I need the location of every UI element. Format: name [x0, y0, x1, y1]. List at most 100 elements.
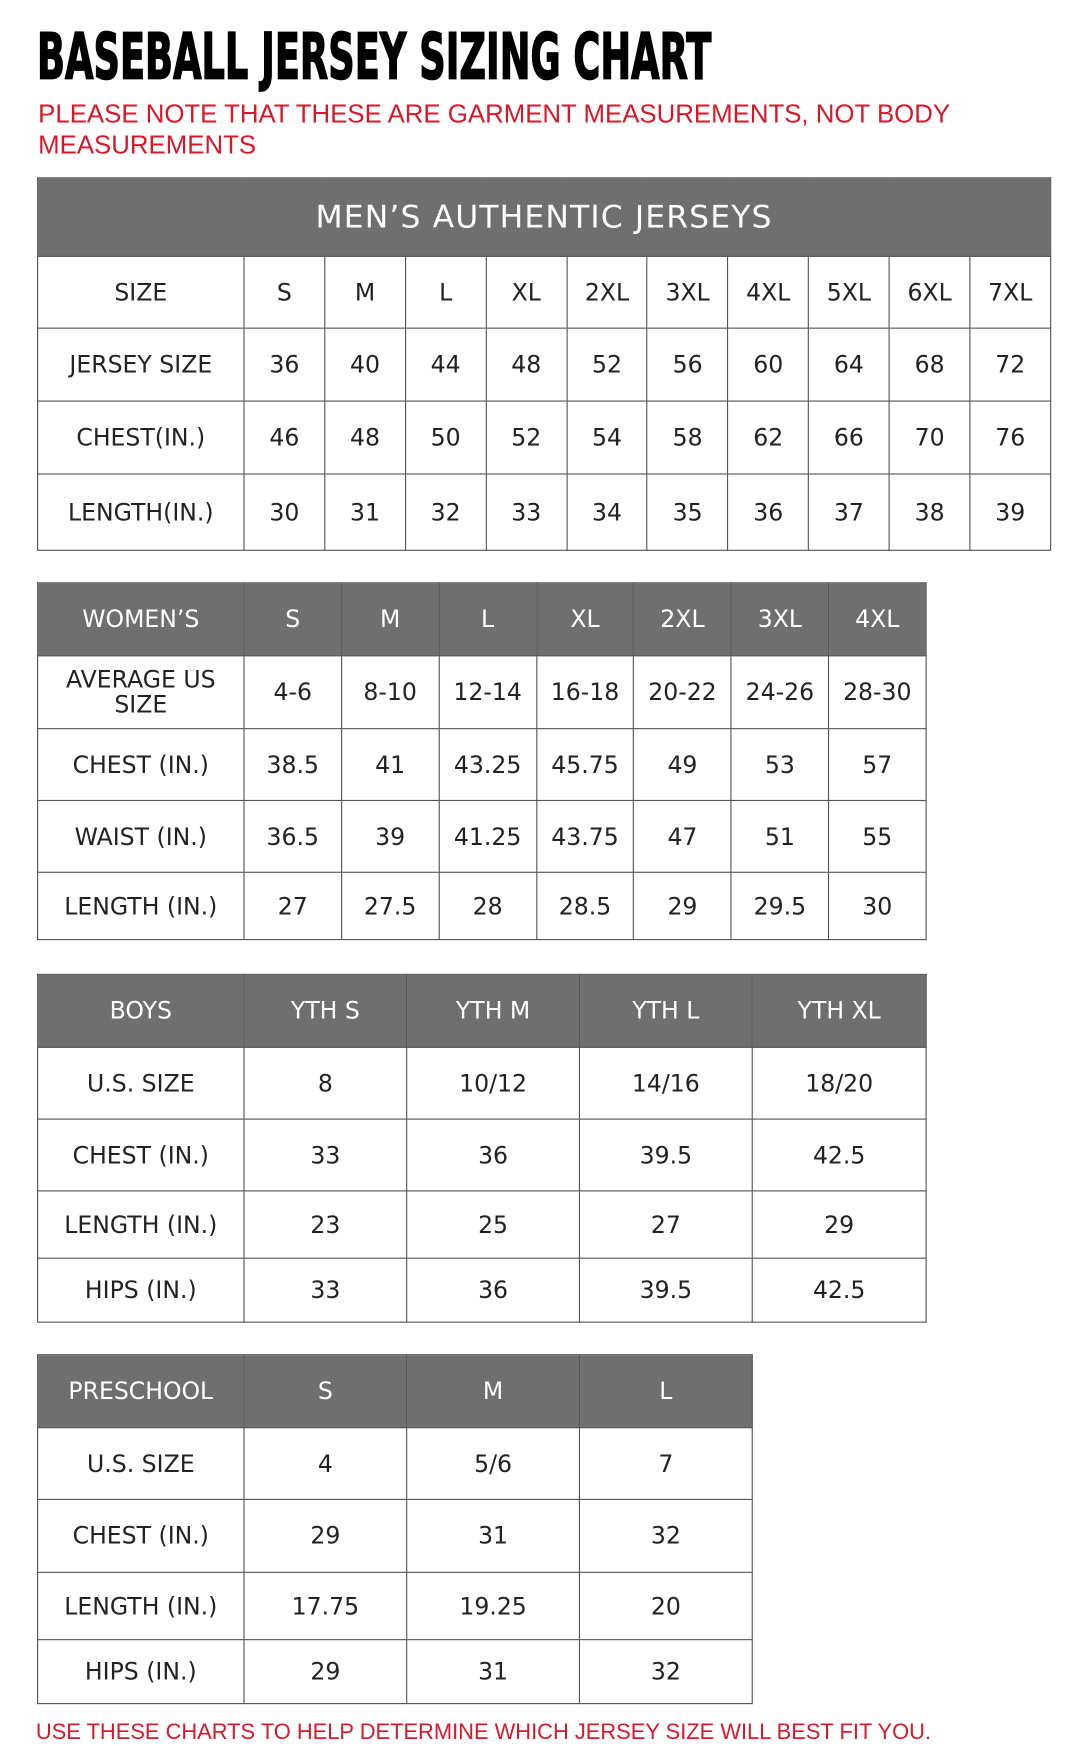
- table-row: HIPS (IN.) 33 36 39.5 42.5: [37, 1257, 927, 1323]
- column-header: 3XL: [730, 582, 830, 657]
- table-row: HIPS (IN.) 29 31 32: [37, 1639, 753, 1705]
- table-cell: 45.75: [535, 728, 635, 802]
- table-row: CHEST(IN.) 46 48 50 52 54 58 62 66 70 76: [37, 400, 1052, 475]
- table-cell: 62: [727, 400, 810, 475]
- table-row: LENGTH(IN.) 30 31 32 33 34 35 36 37 38 39: [37, 473, 1052, 551]
- table-cell: 76: [969, 400, 1052, 475]
- column-header: S: [243, 1354, 408, 1429]
- table-cell: 40: [324, 327, 406, 402]
- table-cell: 44: [404, 327, 487, 402]
- column-header: M: [324, 255, 406, 329]
- table-cell: 32: [404, 473, 487, 551]
- table-cell: 4: [243, 1427, 408, 1500]
- column-header: 3XL: [646, 255, 729, 329]
- garment-note: PLEASE NOTE THAT THESE ARE GARMENT MEASU…: [38, 98, 950, 160]
- table-cell: 24-26: [730, 655, 830, 730]
- table-cell: 33: [243, 1118, 408, 1192]
- table-cell: 27: [578, 1190, 753, 1259]
- table-cell: 36.5: [243, 799, 343, 873]
- row-label: WAIST (IN.): [37, 799, 245, 873]
- table-cell: 58: [646, 400, 729, 475]
- column-header: 4XL: [828, 582, 927, 657]
- table-row: LENGTH (IN.) 27 27.5 28 28.5 29 29.5 30: [37, 871, 927, 941]
- table-cell: 31: [406, 1639, 581, 1705]
- column-header: 5XL: [808, 255, 890, 329]
- table-cell: 52: [485, 400, 568, 475]
- table-cell: 54: [566, 400, 648, 475]
- column-header: 2XL: [566, 255, 648, 329]
- column-header: YTH S: [243, 973, 408, 1048]
- table-cell: 60: [727, 327, 810, 402]
- table-cell: 42.5: [751, 1118, 927, 1192]
- table-cell: 46: [243, 400, 326, 475]
- mens-size-table: MEN’S AUTHENTIC JERSEYS SIZE S M L XL 2XL 3XL 4X…: [37, 177, 1052, 551]
- table-cell: 10/12: [406, 1046, 581, 1120]
- table-cell: 39: [969, 473, 1052, 551]
- table-cell: 52: [566, 327, 648, 402]
- table-cell: 68: [888, 327, 971, 402]
- table-cell: 43.75: [535, 799, 635, 873]
- table-cell: 72: [969, 327, 1052, 402]
- table-cell: 12-14: [438, 655, 537, 730]
- table-cell: 25: [406, 1190, 581, 1259]
- table-cell: 33: [243, 1257, 408, 1323]
- row-label: LENGTH (IN.): [37, 1190, 245, 1259]
- table-cell: 8-10: [340, 655, 440, 730]
- column-header: YTH L: [578, 973, 753, 1048]
- column-header: YTH XL: [751, 973, 927, 1048]
- table-cell: 14/16: [578, 1046, 753, 1120]
- table-cell: 38: [888, 473, 971, 551]
- table-header-row: SIZE S M L XL 2XL 3XL 4XL 5XL 6XL 7XL: [37, 255, 1052, 329]
- column-header: M: [406, 1354, 581, 1429]
- table-cell: 37: [808, 473, 890, 551]
- row-label: U.S. SIZE: [37, 1046, 245, 1120]
- table-row: CHEST (IN.) 38.5 41 43.25 45.75 49 53 57: [37, 728, 927, 802]
- table-cell: 32: [578, 1498, 753, 1573]
- table-row: JERSEY SIZE 36 40 44 48 52 56 60 64 68 72: [37, 327, 1052, 402]
- table-header-row: BOYS YTH S YTH M YTH L YTH XL: [37, 973, 927, 1048]
- column-header: 7XL: [969, 255, 1052, 329]
- row-label: AVERAGE US SIZE: [37, 655, 245, 730]
- table-cell: 36: [243, 327, 326, 402]
- table-cell: 57: [828, 728, 927, 802]
- column-header: L: [438, 582, 537, 657]
- row-label: U.S. SIZE: [37, 1427, 245, 1500]
- row-label: HIPS (IN.): [37, 1257, 245, 1323]
- row-label: JERSEY SIZE: [37, 327, 245, 402]
- table-row: CHEST (IN.) 29 31 32: [37, 1498, 753, 1573]
- row-label: LENGTH (IN.): [37, 871, 245, 941]
- table-cell: 36: [406, 1118, 581, 1192]
- column-header: 2XL: [633, 582, 732, 657]
- preschool-size-table: PRESCHOOL S M L U.S. SIZE 4 5/6 7 CHEST (IN.) 29 3…: [37, 1354, 753, 1705]
- table-cell: 20-22: [633, 655, 732, 730]
- column-header: S: [243, 255, 326, 329]
- table-cell: 48: [324, 400, 406, 475]
- table-cell: 39: [340, 799, 440, 873]
- womens-size-table: WOMEN’S S M L XL 2XL 3XL 4XL AVERAGE US SIZE 4-6 8…: [37, 582, 927, 941]
- table-cell: 66: [808, 400, 890, 475]
- table-cell: 7: [578, 1427, 753, 1500]
- table-cell: 5/6: [406, 1427, 581, 1500]
- table-row: AVERAGE US SIZE 4-6 8-10 12-14 16-18 20-22 24-…: [37, 655, 927, 730]
- table-cell: 50: [404, 400, 487, 475]
- column-header: YTH M: [406, 973, 581, 1048]
- table-cell: 64: [808, 327, 890, 402]
- table-cell: 38.5: [243, 728, 343, 802]
- table-cell: 70: [888, 400, 971, 475]
- table-cell: 47: [633, 799, 732, 873]
- table-row: U.S. SIZE 8 10/12 14/16 18/20: [37, 1046, 927, 1120]
- table-cell: 27.5: [340, 871, 440, 941]
- table-row: U.S. SIZE 4 5/6 7: [37, 1427, 753, 1500]
- column-header: 6XL: [888, 255, 971, 329]
- table-cell: 51: [730, 799, 830, 873]
- table-cell: 28-30: [828, 655, 927, 730]
- table-row: LENGTH (IN.) 23 25 27 29: [37, 1190, 927, 1259]
- table-header-row: PRESCHOOL S M L: [37, 1354, 753, 1429]
- table-cell: 29: [243, 1639, 408, 1705]
- column-header: XL: [485, 255, 568, 329]
- page-title: BASEBALL JERSEY SIZING CHART: [37, 21, 712, 95]
- row-label: CHEST (IN.): [37, 728, 245, 802]
- table-cell: 34: [566, 473, 648, 551]
- table-header-row: WOMEN’S S M L XL 2XL 3XL 4XL: [37, 582, 927, 657]
- table-cell: 16-18: [535, 655, 635, 730]
